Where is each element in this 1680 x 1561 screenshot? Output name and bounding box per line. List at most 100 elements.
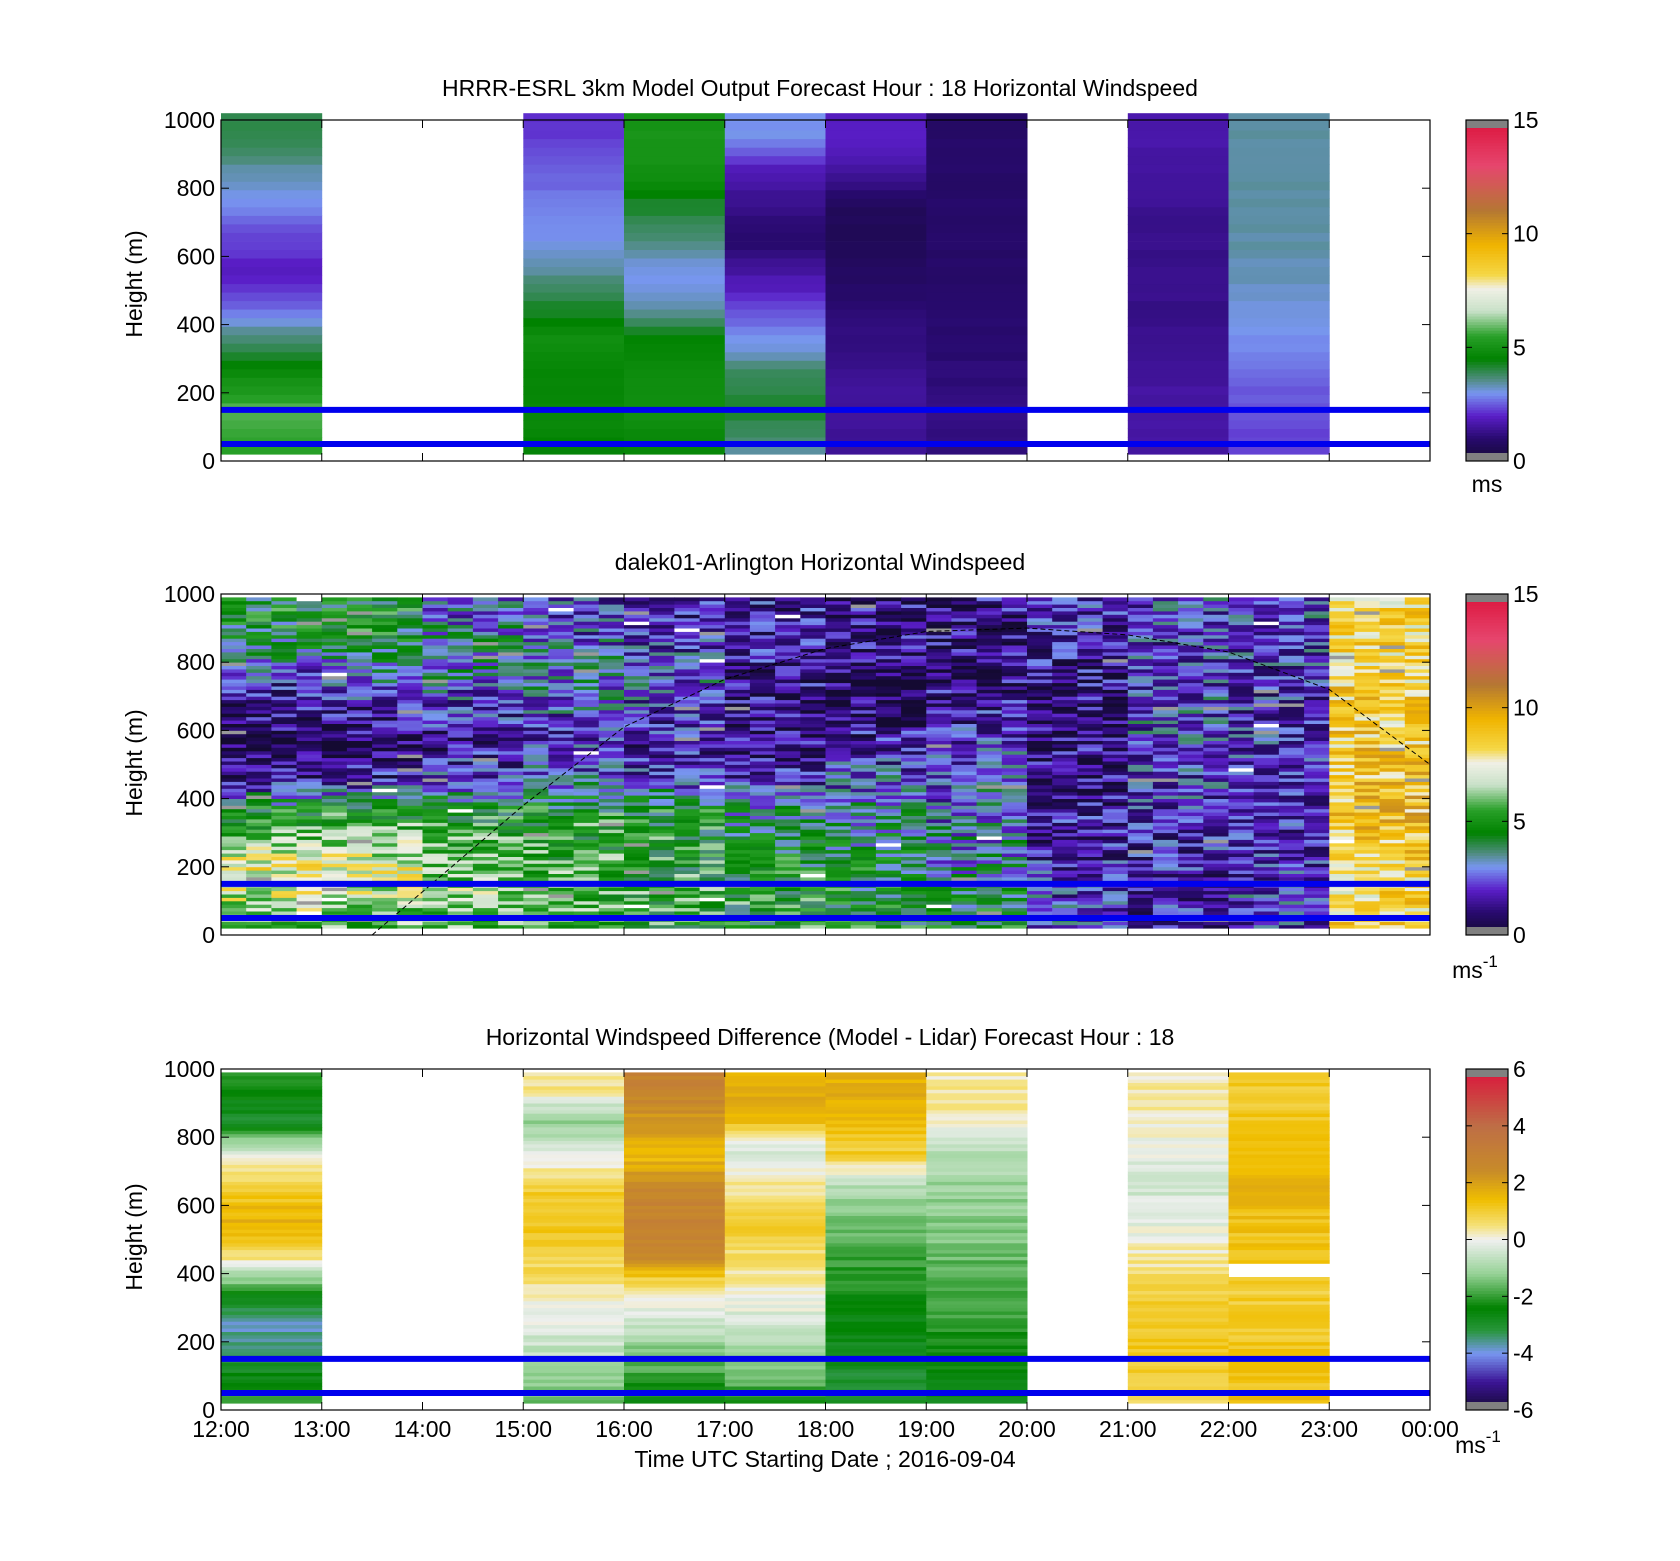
- heatmap-cell: [1102, 808, 1129, 813]
- heatmap-cell: [397, 863, 423, 868]
- heatmap-cell: [1354, 655, 1380, 660]
- heatmap-cell: [624, 692, 650, 697]
- heatmap-cell: [1077, 686, 1103, 690]
- heatmap-cell: [397, 679, 423, 684]
- heatmap-cell: [523, 394, 625, 404]
- heatmap-cell: [1203, 597, 1229, 602]
- heatmap-cell: [674, 805, 700, 810]
- heatmap-cell: [1102, 819, 1129, 823]
- heatmap-cell: [523, 428, 625, 438]
- heatmap-cell: [1278, 798, 1305, 803]
- heatmap-cell: [775, 805, 801, 810]
- heatmap-cell: [1178, 798, 1204, 803]
- heatmap-cell: [724, 740, 751, 745]
- heatmap-cell: [1027, 682, 1053, 687]
- heatmap-cell: [1354, 863, 1380, 868]
- heatmap-cell: [246, 631, 272, 636]
- heatmap-cell: [1102, 849, 1129, 854]
- heatmap-cell: [1152, 829, 1179, 834]
- heatmap-cell: [951, 894, 977, 898]
- heatmap-cell: [1052, 924, 1078, 929]
- heatmap-cell: [523, 802, 549, 806]
- heatmap-cell: [1228, 737, 1255, 741]
- heatmap-cell: [523, 924, 549, 929]
- heatmap-cell: [901, 774, 927, 779]
- heatmap-cell: [1027, 819, 1053, 823]
- heatmap-cell: [598, 863, 625, 868]
- heatmap-cell: [1077, 812, 1103, 816]
- heatmap-cell: [472, 856, 499, 861]
- heatmap-cell: [498, 692, 524, 697]
- heatmap-cell: [1178, 621, 1204, 626]
- heatmap-cell: [397, 842, 423, 847]
- heatmap-cell: [372, 921, 398, 926]
- heatmap-cell: [1278, 716, 1305, 721]
- heatmap-cell: [724, 747, 751, 752]
- y-axis-label: Height (m): [121, 230, 147, 337]
- heatmap-cell: [1203, 774, 1229, 779]
- heatmap-cell: [926, 121, 1028, 131]
- heatmap-cell: [1127, 849, 1154, 854]
- heatmap-cell: [523, 628, 549, 632]
- heatmap-cell: [1278, 737, 1305, 741]
- heatmap-cell: [271, 611, 297, 615]
- heatmap-cell: [1278, 655, 1305, 660]
- heatmap-cell: [1304, 815, 1330, 820]
- heatmap-cell: [598, 737, 625, 741]
- heatmap-cell: [951, 839, 977, 844]
- heatmap-cell: [447, 870, 474, 874]
- heatmap-cell: [548, 764, 574, 769]
- heatmap-cell: [825, 445, 927, 455]
- heatmap-cell: [1379, 904, 1406, 909]
- heatmap-cell: [1077, 614, 1103, 619]
- heatmap-cell: [1354, 692, 1380, 697]
- heatmap-cell: [221, 638, 247, 643]
- heatmap-cell: [901, 604, 927, 608]
- heatmap-cell: [573, 781, 600, 786]
- heatmap-cell: [1354, 802, 1380, 806]
- colorbar-segment: [1466, 162, 1508, 166]
- heatmap-cell: [901, 819, 927, 823]
- heatmap-cell: [1127, 706, 1154, 711]
- heatmap-cell: [321, 877, 348, 881]
- heatmap-cell: [1127, 189, 1229, 199]
- heatmap-cell: [1001, 825, 1028, 830]
- heatmap-cell: [1127, 224, 1229, 233]
- heatmap-cell: [321, 750, 348, 755]
- colorbar-segment: [1466, 318, 1508, 323]
- heatmap-cell: [1001, 600, 1028, 605]
- heatmap-cell: [1001, 798, 1028, 803]
- heatmap-cell: [321, 846, 348, 851]
- heatmap-cell: [246, 634, 272, 639]
- heatmap-cell: [1027, 709, 1053, 714]
- heatmap-cell: [724, 138, 826, 148]
- heatmap-cell: [649, 696, 675, 701]
- heatmap-cell: [598, 767, 625, 772]
- colorbar-segment: [1466, 182, 1508, 186]
- heatmap-cell: [1228, 815, 1255, 820]
- heatmap-cell: [1052, 907, 1078, 912]
- heatmap-cell: [649, 873, 675, 878]
- heatmap-cell: [271, 662, 297, 666]
- heatmap-cell: [749, 648, 776, 653]
- heatmap-cell: [523, 757, 549, 762]
- heatmap-cell: [246, 696, 272, 701]
- heatmap-cell: [1329, 716, 1355, 721]
- heatmap-cell: [724, 860, 751, 864]
- heatmap-cell: [1052, 740, 1078, 745]
- heatmap-cell: [1102, 907, 1129, 912]
- heatmap-cell: [1253, 703, 1280, 707]
- heatmap-cell: [498, 733, 524, 738]
- heatmap-cell: [1253, 662, 1280, 666]
- heatmap-cell: [850, 812, 877, 816]
- heatmap-cell: [724, 692, 751, 697]
- heatmap-cell: [674, 652, 700, 656]
- heatmap-cell: [1027, 873, 1053, 878]
- heatmap-cell: [598, 904, 625, 909]
- heatmap-cell: [472, 740, 499, 745]
- heatmap-cell: [1329, 846, 1355, 851]
- heatmap-cell: [422, 870, 449, 874]
- heatmap-cell: [1304, 836, 1330, 840]
- heatmap-cell: [1278, 812, 1305, 816]
- heatmap-cell: [1228, 921, 1255, 926]
